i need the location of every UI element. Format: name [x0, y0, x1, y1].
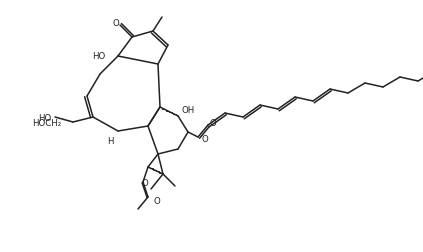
Text: HO: HO: [38, 113, 51, 122]
Text: H: H: [107, 136, 113, 145]
Text: HO: HO: [92, 51, 105, 60]
Text: OH: OH: [182, 105, 195, 114]
Text: O: O: [210, 118, 217, 127]
Text: O: O: [113, 18, 119, 27]
Text: O: O: [201, 134, 208, 143]
Text: HOCH₂: HOCH₂: [32, 118, 61, 127]
Text: O: O: [154, 196, 161, 205]
Text: O: O: [142, 178, 148, 187]
